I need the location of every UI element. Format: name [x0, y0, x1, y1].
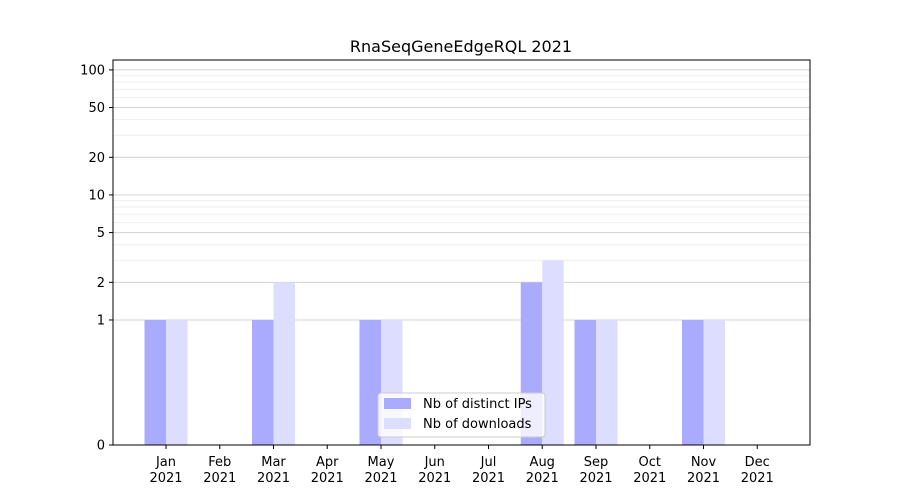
y-tick-label: 10	[88, 188, 105, 203]
bar	[166, 319, 188, 445]
x-tick-label-month: May	[368, 455, 395, 470]
x-tick-label-month: Jun	[424, 455, 445, 470]
plot-frame	[112, 59, 811, 446]
x-tick-label-month: Sep	[584, 455, 609, 470]
bar	[596, 319, 618, 445]
legend: Nb of distinct IPs Nb of downloads	[377, 392, 546, 438]
legend-box	[377, 392, 546, 438]
chart-title: RnaSeqGeneEdgeRQL 2021	[350, 37, 572, 56]
x-tick-label-year: 2021	[418, 471, 451, 486]
x-tick-label-month: Dec	[745, 455, 770, 470]
bar	[682, 319, 704, 445]
y-tick-label: 1	[97, 313, 105, 328]
y-tick-label: 2	[97, 276, 105, 291]
x-tick-label-year: 2021	[257, 471, 290, 486]
grid-lines	[113, 69, 810, 321]
x-tick-label-year: 2021	[203, 471, 236, 486]
x-tick-label-year: 2021	[311, 471, 344, 486]
x-tick-label-month: Jul	[480, 455, 497, 470]
x-tick-label-month: Apr	[316, 455, 339, 470]
y-tick-label: 0	[97, 439, 105, 454]
x-tick-label-year: 2021	[579, 471, 612, 486]
x-tick-label-month: Mar	[261, 455, 286, 470]
x-tick-label-year: 2021	[364, 471, 397, 486]
x-tick-label-year: 2021	[149, 471, 182, 486]
x-tick-label-year: 2021	[472, 471, 505, 486]
legend-swatch	[384, 418, 411, 429]
legend-label: Nb of distinct IPs	[423, 397, 532, 412]
bar	[252, 319, 274, 445]
y-tick-label: 50	[88, 101, 105, 116]
bar	[703, 319, 725, 445]
x-tick-label-month: Jan	[155, 455, 176, 470]
axes: 0125102050100Jan2021Feb2021Mar2021Apr202…	[80, 59, 811, 486]
legend-swatch	[384, 398, 411, 409]
y-tick-label: 5	[97, 226, 105, 241]
x-tick-label-year: 2021	[633, 471, 666, 486]
x-tick-label-month: Aug	[530, 455, 555, 470]
y-tick-label: 100	[80, 63, 105, 78]
legend-label: Nb of downloads	[423, 417, 532, 432]
bar	[144, 319, 166, 445]
bar	[574, 319, 596, 445]
x-tick-label-year: 2021	[526, 471, 559, 486]
bar	[542, 260, 564, 445]
x-tick-label-month: Oct	[639, 455, 661, 470]
x-tick-label-month: Nov	[691, 455, 717, 470]
y-tick-label: 20	[88, 151, 105, 166]
x-tick-label-year: 2021	[687, 471, 720, 486]
x-tick-label-month: Feb	[208, 455, 231, 470]
bar	[359, 319, 381, 445]
bar	[273, 282, 295, 445]
x-tick-label-year: 2021	[741, 471, 774, 486]
